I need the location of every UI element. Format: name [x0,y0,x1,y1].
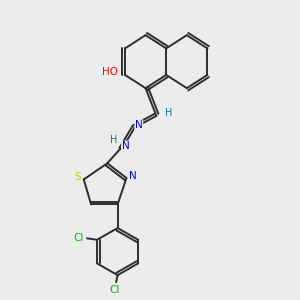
Text: Cl: Cl [74,233,84,243]
Text: N: N [129,171,137,181]
Text: H: H [110,135,117,145]
Text: H: H [165,108,172,118]
Text: N: N [135,120,143,130]
Text: Cl: Cl [110,286,120,296]
Text: HO: HO [102,67,118,77]
Text: S: S [74,172,81,182]
Text: N: N [122,141,129,151]
